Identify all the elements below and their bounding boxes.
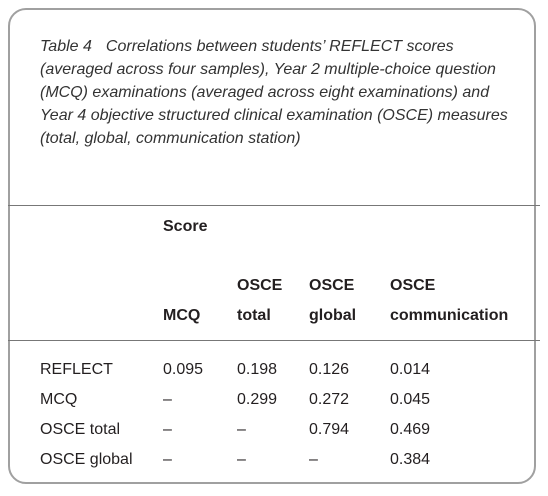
cell: –	[237, 451, 246, 468]
cell: –	[163, 421, 172, 438]
group-header: Score	[163, 218, 208, 235]
row-label: OSCE global	[40, 451, 133, 468]
caption: Table 4 Correlations between students’ RE…	[40, 35, 516, 150]
cell: 0.126	[309, 361, 350, 378]
cell: 0.198	[237, 361, 278, 378]
column-header: MCQ	[163, 307, 201, 324]
caption-label: Table 4	[40, 38, 92, 55]
cell: –	[309, 451, 318, 468]
cell: 0.272	[309, 391, 350, 408]
rule	[8, 340, 540, 341]
rule	[8, 205, 540, 206]
cell: 0.469	[390, 421, 431, 438]
column-header: OSCE global	[309, 277, 357, 324]
cell: 0.384	[390, 451, 431, 468]
cell: 0.299	[237, 391, 278, 408]
row-label: REFLECT	[40, 361, 113, 378]
cell: 0.095	[163, 361, 204, 378]
cell: 0.014	[390, 361, 431, 378]
table-frame	[8, 8, 536, 484]
column-header: OSCE communication	[390, 277, 509, 324]
row-label: MCQ	[40, 391, 78, 408]
caption-text: Correlations between students’ REFLECT s…	[40, 38, 508, 147]
cell: –	[163, 391, 172, 408]
row-label: OSCE total	[40, 421, 121, 438]
cell: –	[163, 451, 172, 468]
cell: 0.045	[390, 391, 431, 408]
cell: 0.794	[309, 421, 350, 438]
cell: –	[237, 421, 246, 438]
column-header: OSCE total	[237, 277, 283, 324]
